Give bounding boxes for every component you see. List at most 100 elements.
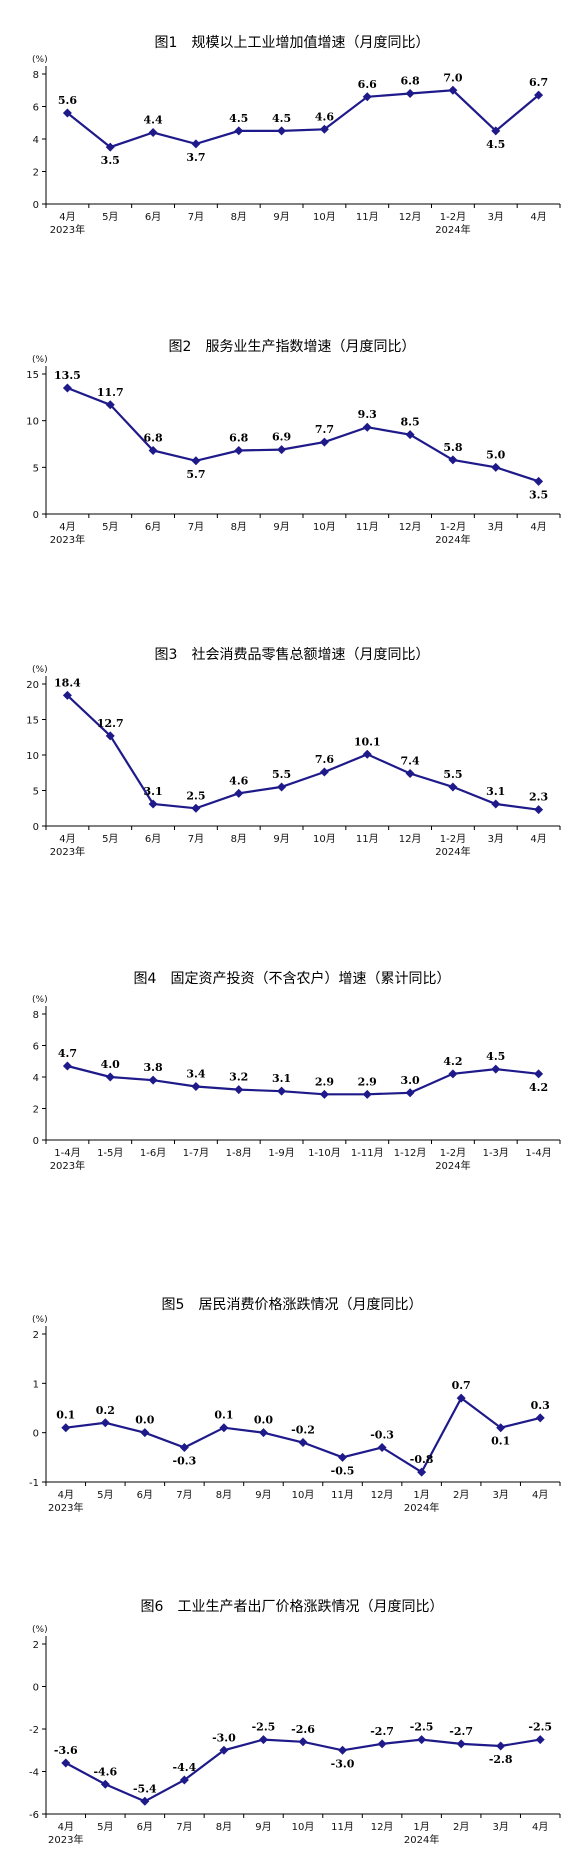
data-label: -2.5	[252, 1721, 276, 1734]
chart-title: 图5 居民消费价格涨跌情况（月度同比）	[161, 1297, 423, 1313]
x-tick-label: 7月	[176, 1489, 192, 1501]
data-label: -4.4	[173, 1761, 197, 1774]
x-tick-label: 12月	[399, 521, 422, 533]
data-label: 3.2	[229, 1071, 248, 1084]
unit-label: (%)	[32, 995, 48, 1005]
data-label: 3.4	[186, 1067, 205, 1080]
data-label: -0.2	[291, 1424, 315, 1437]
data-label: 4.5	[272, 112, 291, 125]
y-tick-label: 5	[33, 787, 39, 798]
data-point	[219, 1745, 229, 1755]
data-label: 4.4	[144, 114, 163, 127]
y-tick-label: 2	[33, 1105, 39, 1116]
chart-industrial-value-added: 图1 规模以上工业增加值增速（月度同比） (%) 0 2 4 6 8 4月 5月 6月 7月 8月 9…	[0, 32, 584, 272]
chart-retail-sales: 图3 社会消费品零售总额增速（月度同比） (%) 0 5 10 15 20 4月 5月 6月 7月…	[0, 644, 584, 884]
data-label: 4.5	[229, 112, 248, 125]
y-tick-label: 5	[33, 463, 39, 474]
data-label: 4.2	[529, 1081, 548, 1094]
data-label: 3.5	[529, 488, 548, 501]
x-tick-label: 6月	[137, 1489, 153, 1501]
data-label: 6.8	[229, 432, 248, 445]
data-point	[448, 1069, 458, 1079]
data-label: 6.9	[272, 431, 291, 444]
data-point	[148, 128, 158, 137]
x-tick-label: 7月	[188, 521, 204, 533]
data-point	[491, 126, 501, 136]
data-point	[234, 446, 244, 456]
year-label: 2023年	[50, 533, 85, 546]
x-tick-label: 10月	[313, 211, 336, 223]
x-tick-label: 10月	[313, 833, 336, 845]
x-tick-label: 1-8月	[226, 1147, 252, 1159]
data-point	[535, 1413, 545, 1423]
data-point	[405, 89, 415, 98]
data-point	[105, 731, 115, 741]
data-label: 4.6	[315, 110, 334, 123]
x-tick-label: 10月	[292, 1489, 315, 1501]
unit-label: (%)	[32, 55, 48, 65]
data-label: -3.0	[331, 1757, 355, 1770]
data-label: -5.4	[133, 1782, 157, 1795]
data-point	[148, 446, 158, 456]
data-label: 4.0	[101, 1058, 120, 1071]
data-point	[62, 690, 72, 700]
data-label: 9.3	[358, 408, 377, 421]
x-tick-label: 10月	[313, 521, 336, 533]
data-label: -0.8	[410, 1453, 434, 1466]
data-point	[405, 430, 415, 440]
data-label: 13.5	[54, 369, 81, 382]
data-label: 6.8	[401, 75, 420, 88]
y-tick-label: 20	[26, 680, 39, 691]
data-label: -0.3	[370, 1428, 394, 1441]
data-point	[191, 803, 201, 813]
chart-title: 图2 服务业生产指数增速（月度同比）	[168, 339, 416, 355]
data-label: 3.1	[144, 785, 163, 798]
data-label: 3.1	[272, 1072, 291, 1085]
x-tick-label: 4月	[58, 1489, 74, 1501]
unit-label: (%)	[32, 665, 48, 675]
y-tick-label: 4	[33, 1073, 39, 1084]
data-point	[277, 1086, 287, 1096]
data-label: 0.1	[491, 1435, 510, 1448]
chart-title: 图6 工业生产者出厂价格涨跌情况（月度同比）	[140, 1599, 444, 1615]
year-label: 2023年	[48, 1501, 83, 1514]
data-point	[362, 422, 372, 432]
x-tick-label: 8月	[231, 833, 247, 845]
x-tick-label: 1-12月	[394, 1147, 427, 1159]
data-label: 0.3	[531, 1399, 550, 1412]
x-tick-label: 8月	[231, 211, 247, 223]
data-label: 5.8	[443, 441, 462, 454]
x-tick-label: 1-3月	[483, 1147, 509, 1159]
data-label: 2.9	[358, 1075, 377, 1088]
chart-svg: (%) -6 -4 -2 0 2 4月 5月 6月 7月 8月 9月 10月 11月 12月 1月 2月 3月 4月…	[29, 1625, 561, 1846]
data-label: 0.1	[56, 1409, 75, 1422]
data-point	[179, 1442, 189, 1452]
data-point	[277, 782, 287, 792]
series-line	[66, 386, 539, 483]
x-tick-label: 2月	[453, 1821, 469, 1833]
data-point	[319, 1089, 329, 1099]
year-label: 2024年	[435, 1159, 470, 1172]
data-point	[362, 1089, 372, 1099]
data-point	[319, 124, 329, 134]
data-point	[148, 1075, 158, 1085]
data-label: 6.7	[529, 76, 548, 89]
data-point	[456, 1393, 466, 1403]
x-tick-label: 1-11月	[351, 1147, 384, 1159]
x-tick-label: 1-2月	[440, 1147, 466, 1159]
data-point	[417, 1467, 427, 1477]
data-point	[298, 1737, 308, 1747]
data-label: 4.6	[229, 774, 248, 787]
y-tick-label: 4	[33, 135, 39, 146]
y-tick-label: -2	[29, 1725, 39, 1736]
chart-svg: (%) 0 5 10 15 20 4月 5月 6月 7月 8月 9月 10月 11月 12月 1-2月 3月 4月…	[26, 665, 561, 858]
data-label: 0.0	[254, 1414, 273, 1427]
x-tick-label: 3月	[488, 211, 504, 223]
data-point	[191, 139, 201, 149]
data-point	[277, 445, 287, 455]
x-tick-label: 1月	[413, 1489, 429, 1501]
data-label: -2.7	[370, 1725, 394, 1738]
x-tick-label: 6月	[145, 833, 161, 845]
data-point	[105, 1072, 115, 1082]
